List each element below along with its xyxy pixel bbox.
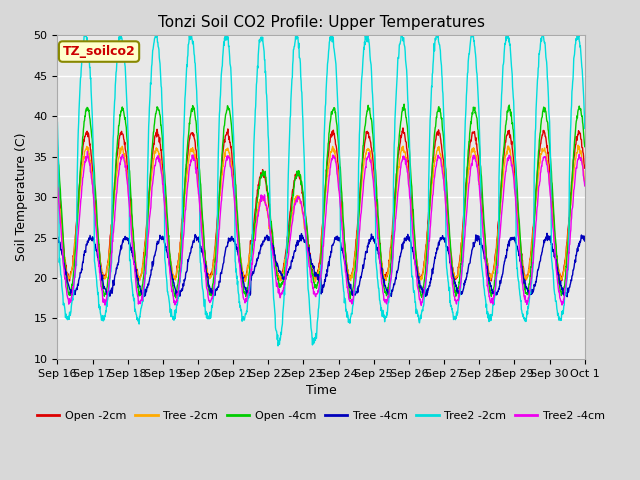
- Open -2cm: [158, 162, 166, 168]
- Tree -2cm: [54, 179, 61, 185]
- Tree -4cm: [403, 234, 410, 240]
- Tree -2cm: [312, 279, 319, 285]
- Open -2cm: [230, 179, 238, 185]
- Tree -2cm: [403, 163, 411, 168]
- Tree -4cm: [518, 269, 526, 275]
- Tree -2cm: [230, 187, 237, 193]
- Tree -2cm: [574, 142, 582, 148]
- Tree2 -4cm: [417, 302, 425, 308]
- Tree -4cm: [158, 237, 166, 242]
- Tree2 -2cm: [581, 126, 589, 132]
- Open -4cm: [581, 144, 589, 150]
- Tree -4cm: [581, 238, 589, 244]
- Open -4cm: [230, 150, 237, 156]
- Open -2cm: [581, 165, 589, 171]
- Line: Open -2cm: Open -2cm: [58, 128, 585, 281]
- Legend: Open -2cm, Tree -2cm, Open -4cm, Tree -4cm, Tree2 -2cm, Tree2 -4cm: Open -2cm, Tree -2cm, Open -4cm, Tree -4…: [33, 407, 609, 425]
- Tree -2cm: [171, 275, 179, 280]
- Tree2 -2cm: [274, 343, 282, 349]
- Tree -2cm: [581, 180, 589, 185]
- Line: Tree -4cm: Tree -4cm: [58, 233, 585, 297]
- Tree2 -4cm: [230, 192, 238, 197]
- Open -4cm: [400, 101, 408, 107]
- Tree -4cm: [543, 230, 551, 236]
- Line: Tree2 -4cm: Tree2 -4cm: [58, 151, 585, 305]
- Tree2 -4cm: [403, 166, 411, 171]
- Tree -4cm: [54, 235, 61, 240]
- Tree2 -2cm: [472, 64, 480, 70]
- Open -4cm: [346, 296, 354, 302]
- Open -2cm: [399, 125, 407, 131]
- Open -4cm: [54, 145, 61, 151]
- Open -2cm: [404, 150, 412, 156]
- Tree2 -4cm: [158, 175, 166, 180]
- Line: Open -4cm: Open -4cm: [58, 104, 585, 299]
- Tree2 -4cm: [84, 148, 92, 154]
- Open -4cm: [519, 269, 527, 275]
- Open -4cm: [158, 130, 166, 136]
- Tree2 -2cm: [158, 106, 166, 111]
- Tree -4cm: [230, 239, 237, 244]
- Tree2 -4cm: [171, 302, 179, 308]
- Tree2 -2cm: [230, 149, 238, 155]
- Open -2cm: [54, 165, 61, 170]
- X-axis label: Time: Time: [306, 384, 337, 397]
- Tree2 -2cm: [171, 316, 179, 322]
- Tree2 -2cm: [519, 313, 527, 319]
- Tree2 -2cm: [80, 33, 88, 38]
- Tree -2cm: [472, 152, 480, 158]
- Tree -2cm: [158, 169, 166, 175]
- Text: TZ_soilco2: TZ_soilco2: [63, 45, 136, 58]
- Tree2 -4cm: [519, 282, 527, 288]
- Open -4cm: [472, 112, 480, 118]
- Open -2cm: [472, 142, 480, 147]
- Tree2 -4cm: [472, 159, 480, 165]
- Tree -2cm: [518, 261, 526, 267]
- Open -2cm: [519, 267, 527, 273]
- Tree2 -4cm: [581, 183, 589, 189]
- Open -2cm: [171, 276, 179, 282]
- Title: Tonzi Soil CO2 Profile: Upper Temperatures: Tonzi Soil CO2 Profile: Upper Temperatur…: [157, 15, 484, 30]
- Open -4cm: [171, 293, 179, 299]
- Tree2 -4cm: [54, 184, 61, 190]
- Tree -4cm: [472, 236, 479, 241]
- Line: Tree -2cm: Tree -2cm: [58, 145, 585, 282]
- Tree -4cm: [171, 284, 179, 290]
- Open -4cm: [404, 124, 412, 130]
- Line: Tree2 -2cm: Tree2 -2cm: [58, 36, 585, 346]
- Y-axis label: Soil Temperature (C): Soil Temperature (C): [15, 133, 28, 262]
- Tree -4cm: [563, 294, 571, 300]
- Tree2 -2cm: [54, 120, 61, 125]
- Open -2cm: [66, 278, 74, 284]
- Tree2 -2cm: [404, 85, 412, 91]
